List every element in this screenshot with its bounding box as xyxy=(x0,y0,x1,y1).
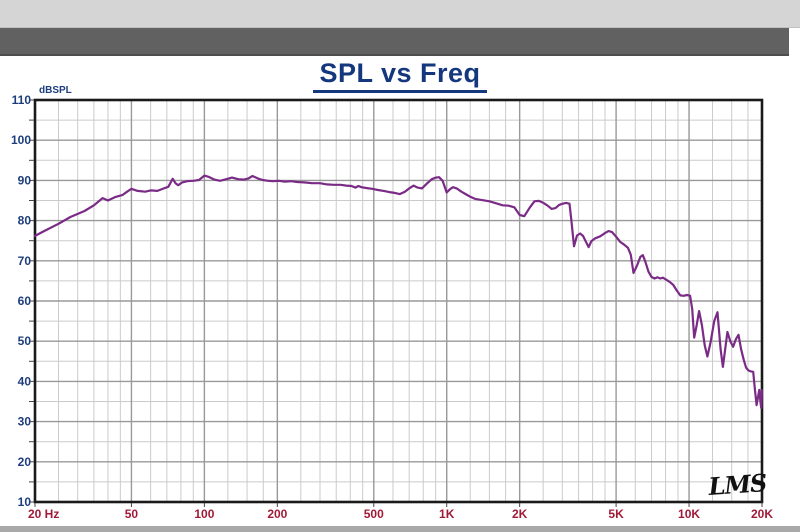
y-axis-tick-label: 30 xyxy=(18,415,32,429)
y-axis-tick-labels: 110 100 90 80 70 60 50 40 30 20 10 xyxy=(11,93,31,509)
chart-title: SPL vs Freq xyxy=(313,58,487,93)
y-axis-tick-label: 90 xyxy=(18,173,32,187)
y-axis-tick-label: 40 xyxy=(18,374,32,388)
y-axis-tick-label: 20 xyxy=(18,455,32,469)
y-axis-unit-label: dBSPL xyxy=(39,85,72,96)
window-bottom-edge xyxy=(0,526,800,532)
x-axis-tick-label: 5K xyxy=(608,507,624,521)
x-axis-tick-label: 500 xyxy=(364,507,384,521)
spl-curve xyxy=(33,174,764,409)
grid-major-horizontal xyxy=(35,139,762,463)
y-axis-tick-label: 50 xyxy=(18,334,32,348)
y-axis-tick-label: 110 xyxy=(12,93,32,107)
chart-title-row: SPL vs Freq xyxy=(0,58,800,93)
x-axis-tick-label: 20K xyxy=(751,507,773,521)
y-axis-tick-label: 60 xyxy=(18,294,32,308)
grid-minor-horizontal xyxy=(35,119,762,483)
x-axis-ticks xyxy=(34,503,763,507)
x-axis-tick-label: 2K xyxy=(512,507,528,521)
x-axis-tick-label: 50 xyxy=(125,507,139,521)
x-axis-tick-labels: 20 Hz 50 100 200 500 1K 2K 5K 10K 20K xyxy=(28,507,773,521)
x-axis-tick-label: 20 Hz xyxy=(28,507,59,521)
x-axis-tick-label: 10K xyxy=(678,507,700,521)
y-axis-tick-label: 70 xyxy=(18,254,32,268)
y-axis-tick-label: 10 xyxy=(18,495,32,509)
y-axis-tick-label: 80 xyxy=(18,214,32,228)
grid-major-vertical xyxy=(130,100,690,502)
lms-logo: LMS xyxy=(707,468,768,501)
x-axis-tick-label: 200 xyxy=(267,507,287,521)
y-axis-ticks xyxy=(29,99,34,503)
x-axis-tick-label: 1K xyxy=(439,507,455,521)
plot-frame xyxy=(33,98,764,504)
x-axis-tick-label: 100 xyxy=(194,507,214,521)
y-axis-tick-label: 100 xyxy=(11,133,31,147)
window-titlebar xyxy=(0,0,800,28)
window-toolbar xyxy=(0,28,789,56)
